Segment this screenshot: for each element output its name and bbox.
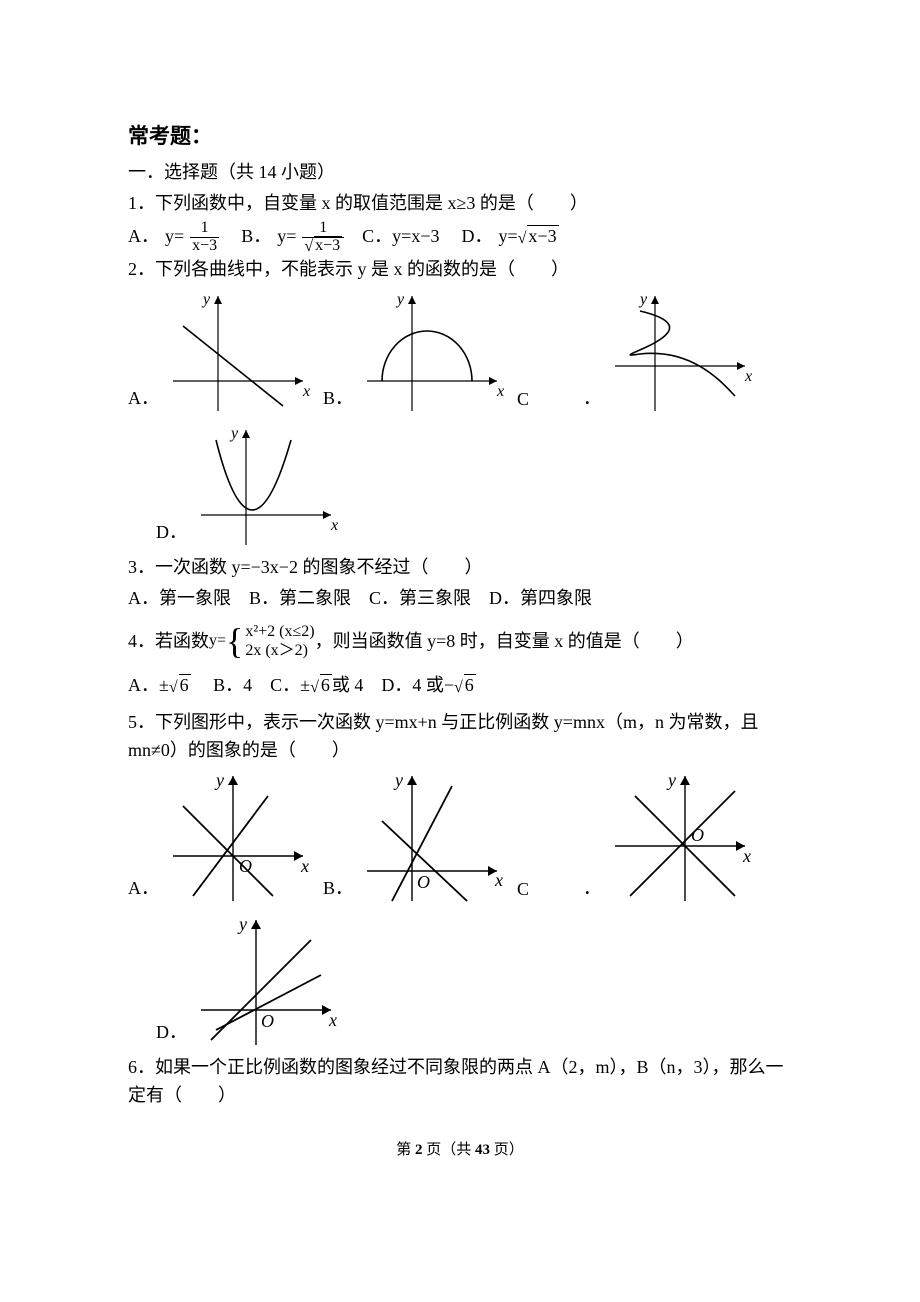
svg-text:x: x [328,1010,337,1030]
q2-opt-b-label: B． [323,384,353,416]
q2-row1: A． x y B． x y C [128,286,792,416]
q4-piecewise: y= { x²+2 (x≤2) 2x (x＞2) [209,622,315,660]
q3-options: A．第一象限 B．第二象限 C．第三象限 D．第四象限 [128,584,792,610]
q5-stem: 5．下列图形中，表示一次函数 y=mx+n 与正比例函数 y=mnx（m，n 为… [128,709,792,765]
q5-graph-b: x y O [357,766,507,906]
svg-text:y: y [229,425,239,442]
svg-text:x: x [496,383,504,400]
q1-opt-b-frac: 1x−3 [302,220,344,255]
footer-post: 页） [490,1142,524,1158]
q2-opt-a-label: A． [128,384,159,416]
svg-text:y: y [237,914,247,934]
svg-text:y: y [393,770,403,790]
page-title: 常考题： [128,120,792,150]
q2-graph-c: x y [605,286,755,416]
q5-opt-c-dot: ． [583,874,601,906]
q5-graph-a: x y O [163,766,313,906]
q5-graph-c: x y O [605,766,755,906]
q1-opt-b-label: B． [241,223,271,251]
q4-options: A．±6 B．4 C．±6或 4 D．4 或−6 [128,671,792,697]
q2-stem: 2．下列各曲线中，不能表示 y 是 x 的函数的是（ ） [128,256,792,284]
svg-text:y: y [395,291,405,308]
q5-opt-b-label: B． [323,874,353,906]
footer-pre: 第 [396,1142,415,1158]
q4-opt-b: B．4 C．± [195,675,310,695]
q5-opt-a-label: A． [128,874,159,906]
svg-text:y: y [201,291,211,308]
page-footer: 第 2 页（共 43 页） [128,1138,792,1159]
q5-opt-d-label: D． [156,1018,187,1050]
svg-text:x: x [742,846,751,866]
q2-graph-a: x y [163,286,313,416]
svg-text:x: x [302,383,310,400]
svg-text:O: O [261,1011,274,1031]
q1-opt-a-label: A． [128,223,159,251]
q2-graph-d: x y [191,420,341,550]
svg-text:x: x [300,856,309,876]
q3-stem: 3．一次函数 y=−3x−2 的图象不经过（ ） [128,554,792,582]
svg-text:x: x [494,870,503,890]
footer-mid: 页（共 [422,1142,475,1158]
q5-row2: D． x y O [128,910,792,1050]
q2-row2: D． x y [128,420,792,550]
q1-stem: 1．下列函数中，自变量 x 的取值范围是 x≥3 的是（ ） [128,190,792,218]
q2-opt-c-label: C [517,389,529,416]
svg-text:x: x [744,368,752,385]
footer-total-pages: 43 [475,1142,490,1158]
svg-text:x: x [330,517,338,534]
svg-text:y: y [214,770,224,790]
q1-opt-c: C．y=x−3 [362,223,439,251]
q4-stem: 4．若函数 y= { x²+2 (x≤2) 2x (x＞2) ，则当函数值 y=… [128,622,792,660]
q2-opt-d-label: D． [156,518,187,550]
q1-options: A． y= 1x−3 B． y= 1x−3 C．y=x−3 D． y=x−3 [128,220,792,255]
q4-piece1: x²+2 (x≤2) [245,622,314,641]
q4-stem-post: ，则当函数值 y=8 时，自变量 x 的值是（ ） [315,628,694,656]
q1-opt-d-label: D． [461,223,492,251]
section-heading: 一．选择题（共 14 小题） [128,158,792,184]
q5-row1: A． x y O B． x y O [128,766,792,906]
q2-opt-c-dot: ． [583,384,601,416]
svg-text:y: y [638,291,648,308]
q4-stem-pre: 4．若函数 [128,628,209,656]
q6-stem: 6．如果一个正比例函数的图象经过不同象限的两点 A（2，m），B（n，3），那么… [128,1054,792,1110]
q1-opt-a-frac: 1x−3 [190,220,219,255]
q5-opt-c-label: C [517,879,529,906]
q4-opt-cd: 或 4 D．4 或− [332,675,454,695]
q5-graph-d: x y O [191,910,341,1050]
q2-graph-b: x y [357,286,507,416]
q4-piece2: 2x (x＞2) [245,641,314,660]
svg-text:y: y [666,770,676,790]
svg-text:O: O [417,872,430,892]
q4-opt-a: A．± [128,675,169,695]
